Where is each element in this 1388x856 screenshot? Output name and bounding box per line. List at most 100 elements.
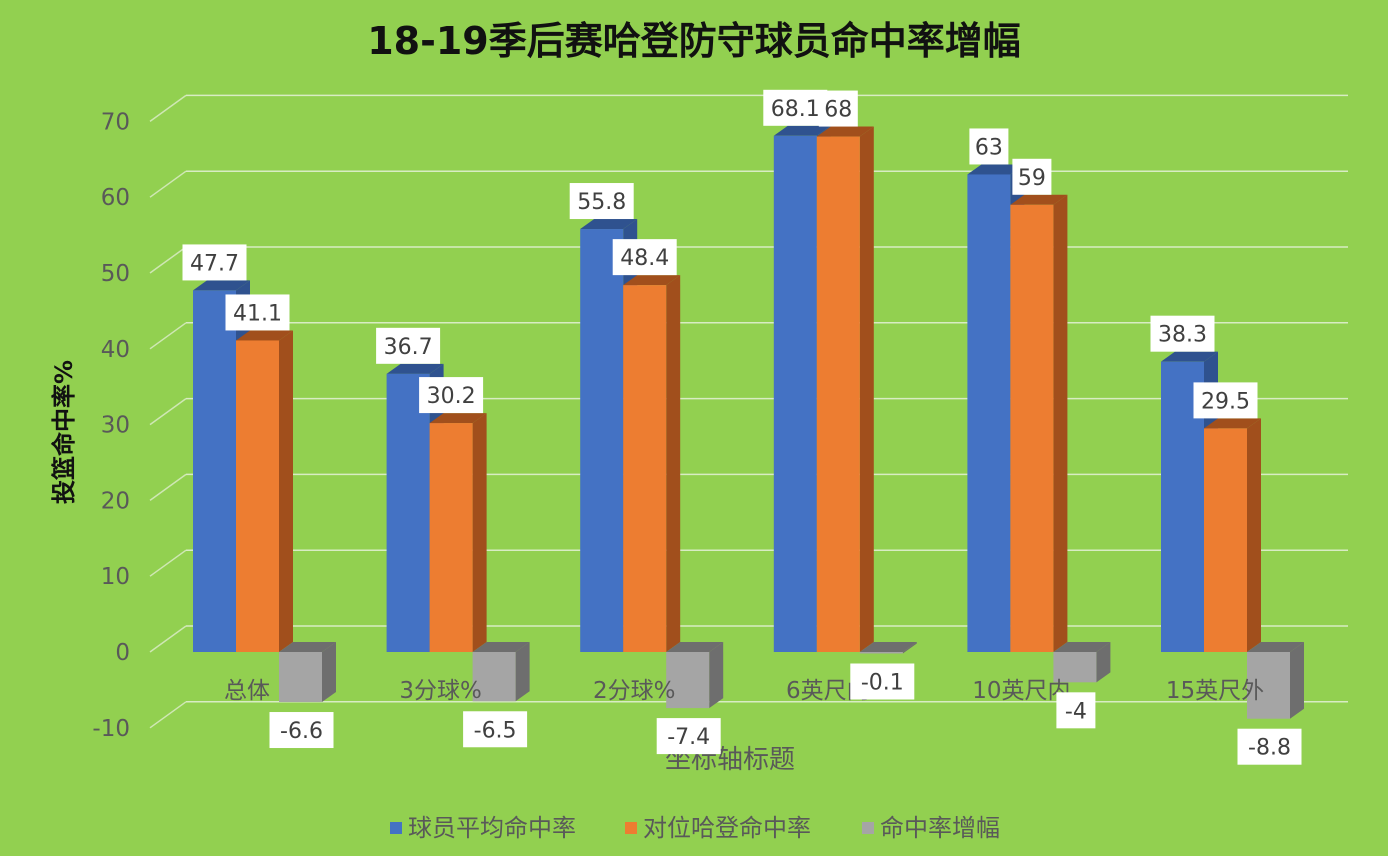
data-label: 48.4 — [620, 246, 669, 271]
legend-swatch — [862, 822, 874, 834]
gridline-depth — [149, 94, 187, 123]
data-label-box — [419, 377, 484, 414]
data-label: -6.6 — [280, 719, 323, 744]
data-label-box — [1193, 382, 1258, 419]
legend: 球员平均命中率 对位哈登命中率 命中率增幅 — [390, 814, 1000, 842]
bar-top — [816, 126, 874, 137]
bar-top — [1010, 194, 1068, 205]
x-tick-label: 10英尺内 — [972, 678, 1070, 704]
gridline-depth — [149, 246, 187, 274]
data-label: 55.8 — [577, 190, 626, 215]
y-tick-label: 10 — [101, 564, 130, 590]
bar — [1010, 204, 1054, 652]
bar-top — [773, 125, 831, 136]
x-axis-categories: 总体 3分球% 2分球% 6英尺内 10英尺内 15英尺外 — [224, 678, 1264, 704]
x-tick-label: 15英尺外 — [1166, 678, 1264, 704]
bar-side — [1096, 642, 1111, 683]
y-tick-label: 0 — [115, 640, 130, 666]
bars — [193, 125, 1304, 719]
data-label-box — [656, 718, 721, 755]
bar-top — [1204, 418, 1261, 429]
bar-top — [472, 642, 530, 652]
data-label-box — [225, 294, 290, 331]
legend-swatch — [390, 822, 402, 834]
data-label: 36.7 — [384, 335, 433, 360]
gridline-depth — [149, 625, 187, 653]
legend-label: 球员平均命中率 — [408, 814, 576, 842]
bar — [1247, 652, 1290, 719]
bar-side — [902, 642, 917, 654]
data-label: -7.4 — [667, 725, 710, 750]
bar — [773, 135, 817, 652]
bar-top — [1053, 642, 1111, 652]
bar-top — [279, 642, 336, 652]
gridlines — [149, 94, 1348, 729]
data-label: 30.2 — [427, 384, 476, 409]
bar-top — [580, 219, 638, 230]
gridline-depth — [149, 397, 187, 426]
bar-top — [859, 642, 917, 652]
y-tick-label: 30 — [101, 413, 130, 439]
bar-top — [193, 280, 250, 291]
legend-label: 命中率增幅 — [880, 814, 1000, 842]
bar-side — [1290, 642, 1304, 719]
data-label-box — [463, 711, 528, 748]
bar — [236, 340, 279, 652]
legend-label: 对位哈登命中率 — [643, 814, 811, 842]
bar — [1204, 428, 1247, 652]
bar-side — [1053, 194, 1068, 652]
data-labels: 47.7 41.1 -6.6 36.7 30.2 -6.5 55.8 48.4 -7.4 68.1… — [182, 89, 1302, 765]
bar-top — [967, 164, 1025, 175]
gridline-depth — [149, 322, 187, 350]
bar-top — [386, 363, 444, 374]
data-label: -8.8 — [1248, 736, 1291, 761]
bar-top — [623, 275, 681, 286]
data-label: -6.5 — [474, 718, 517, 743]
x-tick-label: 2分球% — [593, 678, 676, 704]
data-label-box — [1150, 315, 1215, 352]
bar-side — [322, 642, 336, 703]
data-label-box — [182, 244, 247, 281]
y-tick-label: 20 — [101, 488, 130, 514]
bar-side — [859, 126, 874, 652]
y-tick-label: 70 — [101, 109, 130, 135]
data-label: 59 — [1018, 166, 1046, 191]
bar — [859, 652, 903, 654]
y-tick-label: -10 — [92, 716, 130, 742]
y-tick-label: 60 — [101, 185, 130, 211]
bar — [429, 423, 473, 652]
bar-side — [709, 642, 724, 709]
data-label: 63 — [975, 135, 1003, 160]
bar-top — [236, 330, 293, 341]
data-label: -4 — [1065, 699, 1087, 724]
bar-top — [1247, 642, 1304, 652]
y-tick-label: 40 — [101, 337, 130, 363]
data-label-box — [818, 90, 858, 127]
bar — [580, 229, 624, 652]
bar — [967, 174, 1011, 652]
chart-title: 18-19季后赛哈登防守球员命中率增幅 — [367, 19, 1021, 63]
bar-side — [1247, 418, 1261, 652]
data-label-box — [1056, 692, 1096, 729]
bar — [666, 652, 710, 709]
x-tick-label: 总体 — [224, 678, 270, 704]
data-label: 41.1 — [233, 301, 282, 326]
data-label-box — [269, 712, 334, 749]
gridline-depth — [149, 549, 187, 577]
data-label: 68.1 — [771, 97, 820, 122]
data-label: 68 — [824, 98, 852, 123]
bar-side — [472, 413, 487, 652]
bar — [1053, 652, 1097, 683]
y-tick-label: 50 — [101, 261, 130, 287]
bar — [816, 136, 860, 652]
data-label: 47.7 — [190, 251, 239, 276]
data-label-box — [1237, 728, 1302, 765]
bar — [193, 290, 236, 652]
gridline-depth — [149, 473, 187, 502]
data-label-box — [763, 89, 828, 126]
data-label: 29.5 — [1201, 389, 1250, 414]
bar-side — [515, 642, 530, 702]
x-tick-label: 3分球% — [399, 678, 482, 704]
